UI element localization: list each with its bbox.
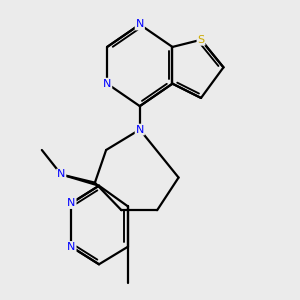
Text: N: N (103, 79, 111, 89)
Text: N: N (67, 198, 76, 208)
Text: N: N (136, 124, 144, 135)
Text: N: N (136, 20, 144, 29)
Text: S: S (197, 35, 205, 45)
Text: N: N (57, 169, 65, 179)
Text: N: N (67, 242, 76, 252)
